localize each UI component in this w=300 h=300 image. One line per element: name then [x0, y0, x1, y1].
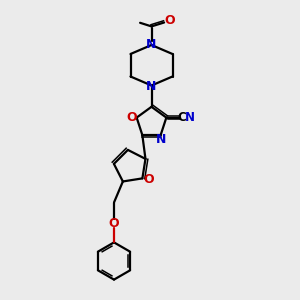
Text: N: N: [146, 80, 157, 93]
Text: N: N: [146, 38, 157, 51]
Text: N: N: [156, 133, 166, 146]
Text: O: O: [164, 14, 175, 27]
Text: O: O: [109, 217, 119, 230]
Text: N: N: [185, 111, 195, 124]
Text: C: C: [178, 111, 186, 124]
Text: O: O: [143, 173, 154, 186]
Text: O: O: [126, 111, 137, 124]
